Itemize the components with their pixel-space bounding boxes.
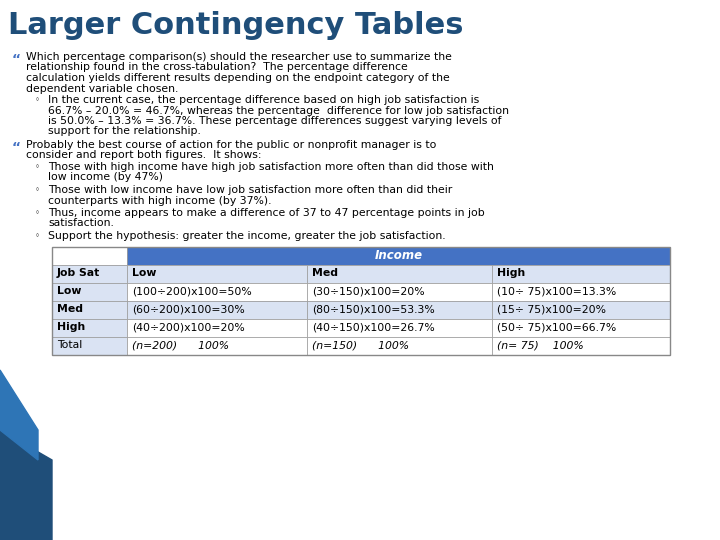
Text: 66.7% – 20.0% = 46.7%, whereas the percentage  difference for low job satisfacti: 66.7% – 20.0% = 46.7%, whereas the perce… — [48, 105, 509, 116]
Text: Those with high income have high job satisfaction more often than did those with: Those with high income have high job sat… — [48, 162, 494, 172]
Bar — [307, 336, 492, 354]
Bar — [52, 282, 127, 300]
Text: consider and report both figures.  It shows:: consider and report both figures. It sho… — [26, 151, 261, 160]
Text: Larger Contingency Tables: Larger Contingency Tables — [8, 11, 464, 40]
Text: (50÷ 75)x100=66.7%: (50÷ 75)x100=66.7% — [497, 322, 616, 333]
Bar — [127, 282, 307, 300]
Text: dependent variable chosen.: dependent variable chosen. — [26, 84, 179, 93]
Bar — [52, 246, 670, 354]
Bar — [52, 336, 127, 354]
Bar — [307, 300, 492, 319]
Text: In the current case, the percentage difference based on high job satisfaction is: In the current case, the percentage diff… — [48, 95, 480, 105]
Text: (n=150)      100%: (n=150) 100% — [312, 341, 409, 350]
Polygon shape — [0, 430, 52, 540]
Text: relationship found in the cross-tabulation?  The percentage difference: relationship found in the cross-tabulati… — [26, 63, 408, 72]
Text: (40÷200)x100=20%: (40÷200)x100=20% — [132, 322, 245, 333]
Text: (n=200)      100%: (n=200) 100% — [132, 341, 229, 350]
Text: Probably the best course of action for the public or nonprofit manager is to: Probably the best course of action for t… — [26, 140, 436, 150]
Text: counterparts with high income (by 37%).: counterparts with high income (by 37%). — [48, 195, 271, 206]
Text: “: “ — [12, 141, 21, 155]
Text: Med: Med — [57, 305, 83, 314]
Bar — [52, 319, 127, 336]
Text: Low: Low — [57, 287, 81, 296]
Text: High: High — [497, 268, 526, 279]
Text: (10÷ 75)x100=13.3%: (10÷ 75)x100=13.3% — [497, 287, 616, 296]
Text: Income: Income — [374, 249, 423, 262]
Text: (80÷150)x100=53.3%: (80÷150)x100=53.3% — [312, 305, 435, 314]
Text: (n= 75)    100%: (n= 75) 100% — [497, 341, 584, 350]
Text: (100÷200)x100=50%: (100÷200)x100=50% — [132, 287, 252, 296]
Bar — [492, 265, 670, 282]
Bar — [127, 265, 307, 282]
Text: Thus, income appears to make a difference of 37 to 47 percentage points in job: Thus, income appears to make a differenc… — [48, 208, 485, 218]
Text: Total: Total — [57, 341, 82, 350]
Text: support for the relationship.: support for the relationship. — [48, 126, 201, 137]
Text: (30÷150)x100=20%: (30÷150)x100=20% — [312, 287, 425, 296]
Text: ◦: ◦ — [35, 186, 40, 194]
Text: Med: Med — [312, 268, 338, 279]
Bar — [307, 319, 492, 336]
Text: Which percentage comparison(s) should the researcher use to summarize the: Which percentage comparison(s) should th… — [26, 52, 452, 62]
Text: calculation yields different results depending on the endpoint category of the: calculation yields different results dep… — [26, 73, 450, 83]
Bar — [307, 265, 492, 282]
Text: ◦: ◦ — [35, 208, 40, 218]
Text: Support the hypothesis: greater the income, greater the job satisfaction.: Support the hypothesis: greater the inco… — [48, 231, 446, 241]
Bar — [492, 336, 670, 354]
Text: “: “ — [12, 53, 21, 67]
Bar — [307, 282, 492, 300]
Bar — [52, 300, 127, 319]
Bar — [52, 246, 127, 265]
Bar — [127, 319, 307, 336]
Text: ◦: ◦ — [35, 163, 40, 172]
Text: (60÷200)x100=30%: (60÷200)x100=30% — [132, 305, 245, 314]
Bar — [127, 300, 307, 319]
Text: (40÷150)x100=26.7%: (40÷150)x100=26.7% — [312, 322, 435, 333]
Bar — [492, 282, 670, 300]
Text: (15÷ 75)x100=20%: (15÷ 75)x100=20% — [497, 305, 606, 314]
Bar — [127, 246, 670, 265]
Bar — [52, 265, 127, 282]
Text: low income (by 47%): low income (by 47%) — [48, 172, 163, 183]
Text: Low: Low — [132, 268, 156, 279]
Bar — [492, 319, 670, 336]
Text: High: High — [57, 322, 85, 333]
Polygon shape — [0, 370, 38, 460]
Text: ◦: ◦ — [35, 96, 40, 105]
Text: is 50.0% – 13.3% = 36.7%. These percentage differences suggest varying levels of: is 50.0% – 13.3% = 36.7%. These percenta… — [48, 116, 502, 126]
Text: ◦: ◦ — [35, 232, 40, 240]
Bar — [127, 336, 307, 354]
Text: Job Sat: Job Sat — [57, 268, 100, 279]
Bar — [492, 300, 670, 319]
Text: Those with low income have low job satisfaction more often than did their: Those with low income have low job satis… — [48, 185, 452, 195]
Text: satisfaction.: satisfaction. — [48, 219, 114, 228]
